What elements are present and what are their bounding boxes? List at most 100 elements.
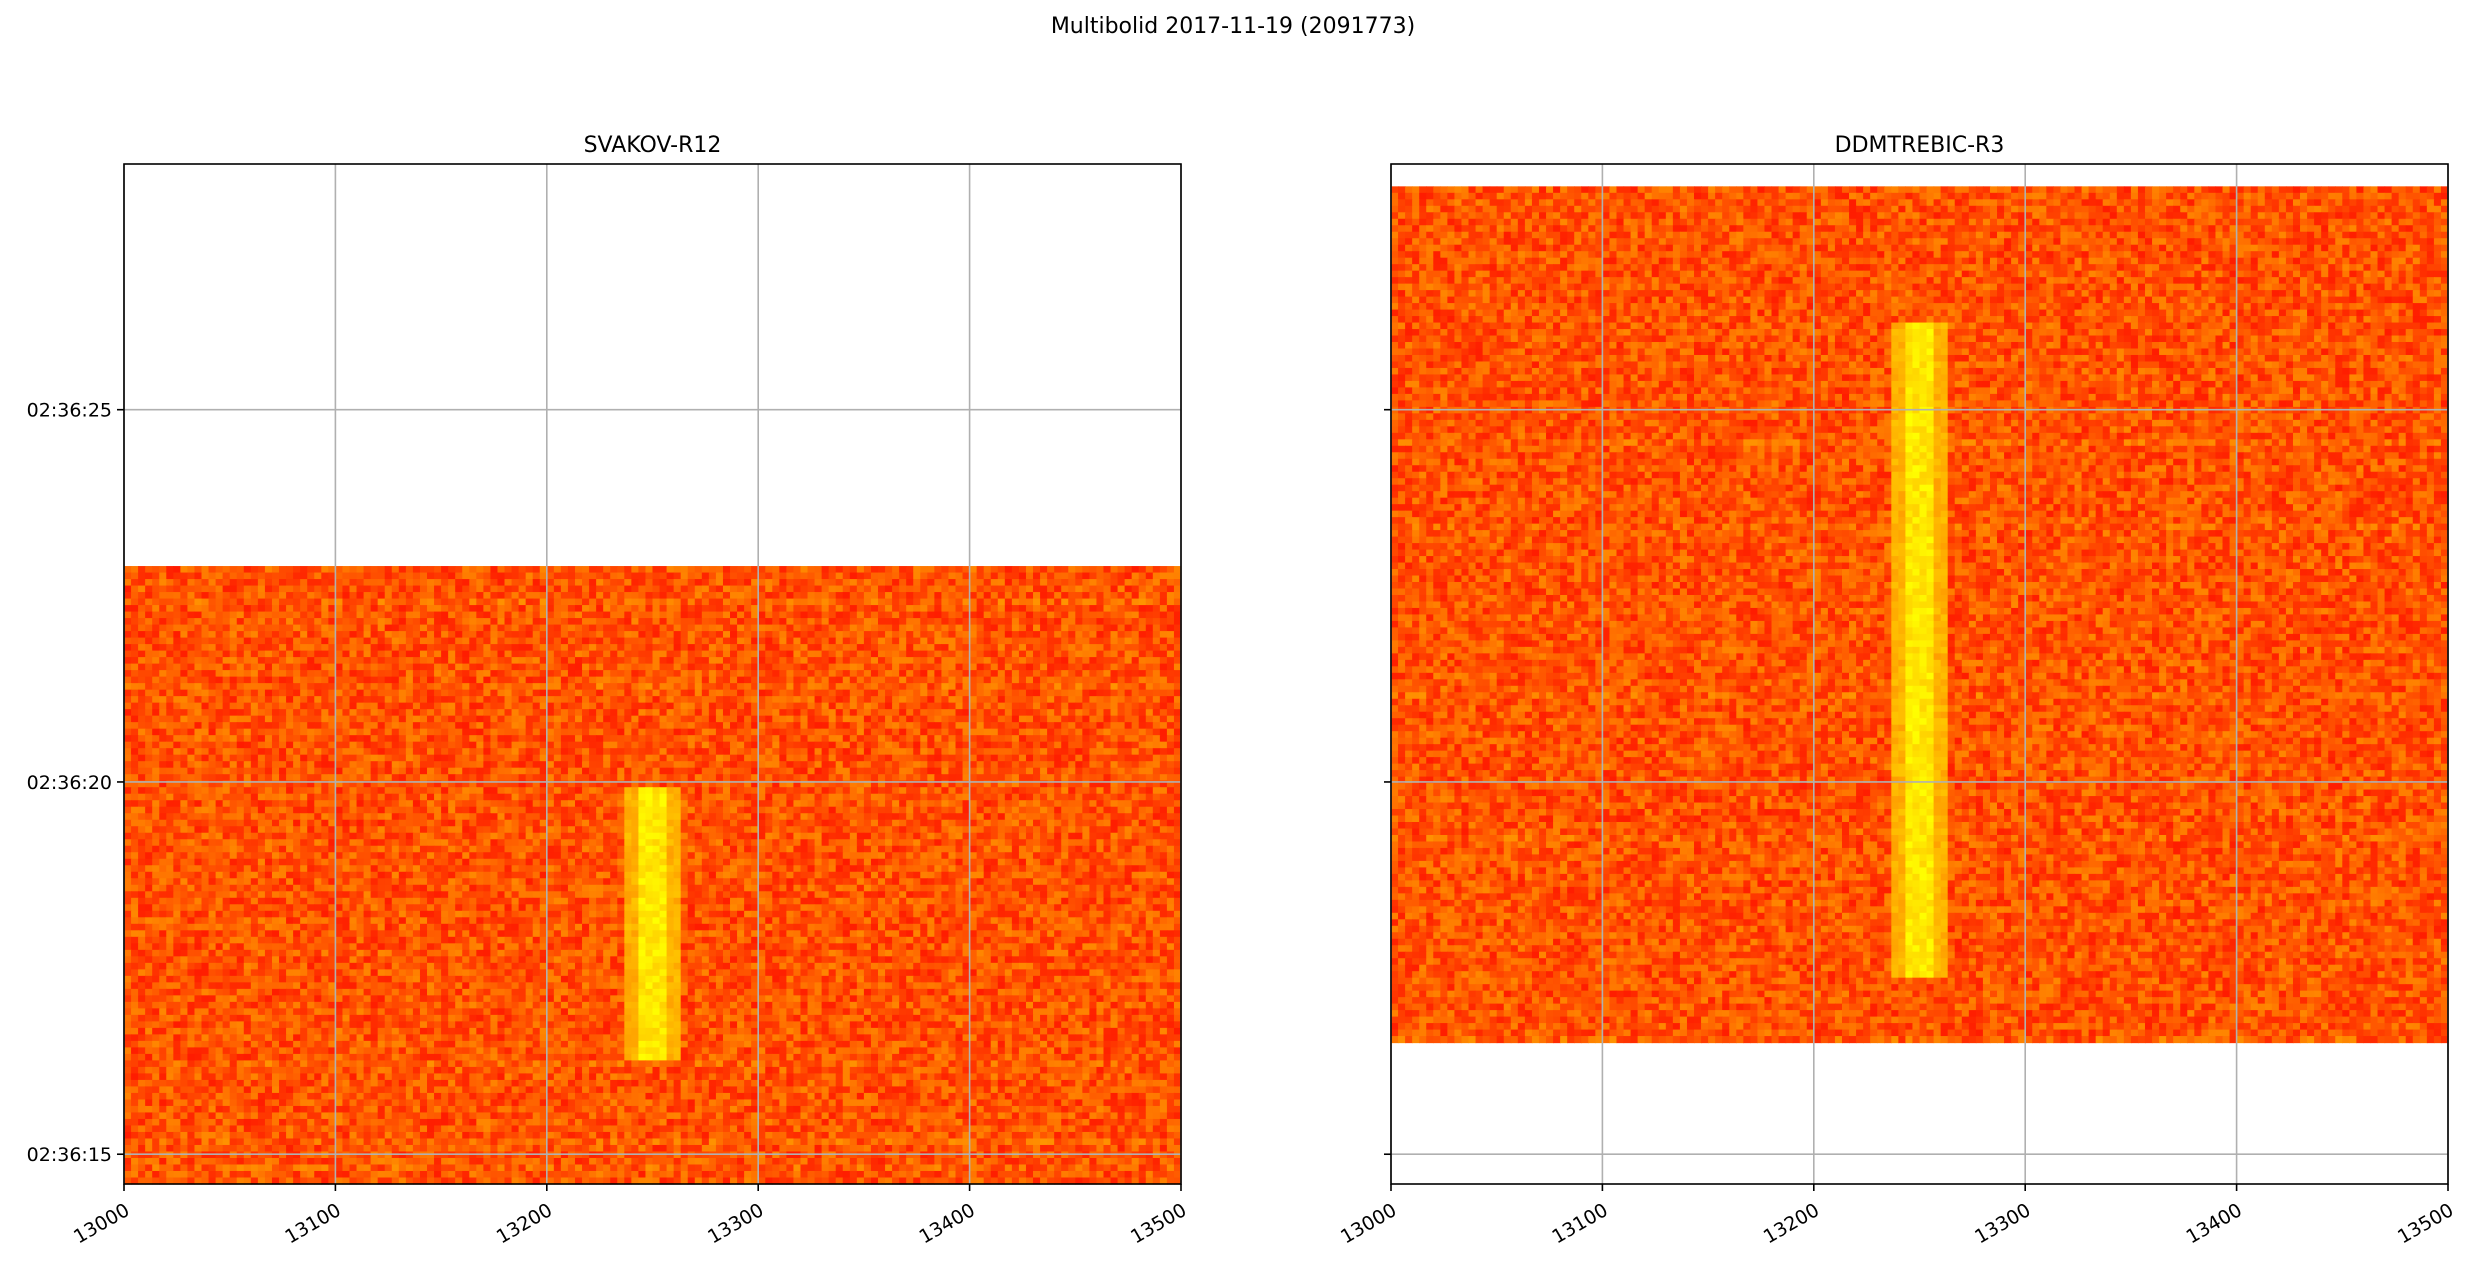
heatmap-cell [709,592,717,599]
heatmap-cell [603,618,611,625]
heatmap-cell [956,586,964,593]
heatmap-cell [293,579,301,586]
heatmap-cell [159,638,167,645]
heatmap-cell [681,618,689,625]
heatmap-cell [1012,625,1020,632]
heatmap-cell [124,618,132,625]
heatmap-cell [399,618,407,625]
heatmap-cell [1118,586,1126,593]
heatmap-cell [519,605,527,612]
heatmap-cell [941,612,949,619]
heatmap-cell [455,586,463,593]
heatmap-cell [342,638,350,645]
heatmap-cell [258,599,266,606]
heatmap-cell [568,631,576,638]
heatmap-cell [180,638,188,645]
heatmap-cell [314,573,322,580]
heatmap-cell [1033,618,1041,625]
heatmap-cell [1132,612,1140,619]
heatmap-cell [674,579,682,586]
heatmap-cell [349,586,357,593]
heatmap-cell [1146,625,1154,632]
heatmap-cell [272,599,280,606]
heatmap-cell [709,566,717,573]
heatmap-cell [1125,566,1133,573]
heatmap-cell [483,625,491,632]
heatmap-cell [533,638,541,645]
heatmap-cell [392,625,400,632]
heatmap-cell [399,631,407,638]
heatmap-cell [765,599,773,606]
heatmap-cell [230,625,238,632]
heatmap-cell [906,579,914,586]
heatmap-cell [695,592,703,599]
heatmap-cell [970,592,978,599]
heatmap-cell [984,573,992,580]
heatmap-cell [180,592,188,599]
heatmap-cell [843,599,851,606]
heatmap-cell [519,612,527,619]
heatmap-cell [378,618,386,625]
heatmap-cell [180,573,188,580]
heatmap-cell [857,599,865,606]
heatmap-cell [512,573,520,580]
heatmap-cell [998,586,1006,593]
heatmap-cell [512,625,520,632]
heatmap-cell [582,599,590,606]
heatmap-cell [793,631,801,638]
heatmap-cell [526,631,534,638]
heatmap-cell [314,592,322,599]
heatmap-cell [977,566,985,573]
heatmap-cell [631,612,639,619]
heatmap-cell [547,605,555,612]
heatmap-cell [216,605,224,612]
heatmap-cell [730,586,738,593]
heatmap-cell [413,592,421,599]
heatmap-cell [927,592,935,599]
heatmap-cell [624,625,632,632]
heatmap-cell [131,625,139,632]
heatmap-cell [244,631,252,638]
heatmap-cell [1132,625,1140,632]
heatmap-cell [258,566,266,573]
heatmap-cell [272,586,280,593]
heatmap-cell [737,638,745,645]
heatmap-cell [427,586,435,593]
heatmap-cell [1167,573,1175,580]
heatmap-cell [497,579,505,586]
heatmap-cell [364,566,372,573]
heatmap-cell [159,573,167,580]
heatmap-cell [265,579,273,586]
heatmap-cell [758,573,766,580]
heatmap-cell [307,599,315,606]
heatmap-cell [434,566,442,573]
heatmap-cell [286,625,294,632]
heatmap-cell [392,586,400,593]
heatmap-cell [1040,625,1048,632]
heatmap-cell [948,631,956,638]
heatmap-cell [364,605,372,612]
heatmap-cell [1096,612,1104,619]
heatmap-cell [145,625,153,632]
heatmap-cell [716,566,724,573]
heatmap-cell [166,566,174,573]
heatmap-cell [138,579,146,586]
heatmap-cell [709,638,717,645]
heatmap-cell [138,592,146,599]
heatmap-cell [568,573,576,580]
heatmap-cell [1033,586,1041,593]
heatmap-cell [1125,592,1133,599]
heatmap-cell [519,566,527,573]
heatmap-cell [399,566,407,573]
heatmap-cell [300,566,308,573]
heatmap-cell [1167,618,1175,625]
heatmap-cell [1103,586,1111,593]
heatmap-cell [892,631,900,638]
heatmap-cell [349,625,357,632]
heatmap-cell [364,586,372,593]
heatmap-cell [871,586,879,593]
heatmap-cell [483,566,491,573]
heatmap-cell [441,599,449,606]
heatmap-cell [956,618,964,625]
heatmap-cell [420,605,428,612]
